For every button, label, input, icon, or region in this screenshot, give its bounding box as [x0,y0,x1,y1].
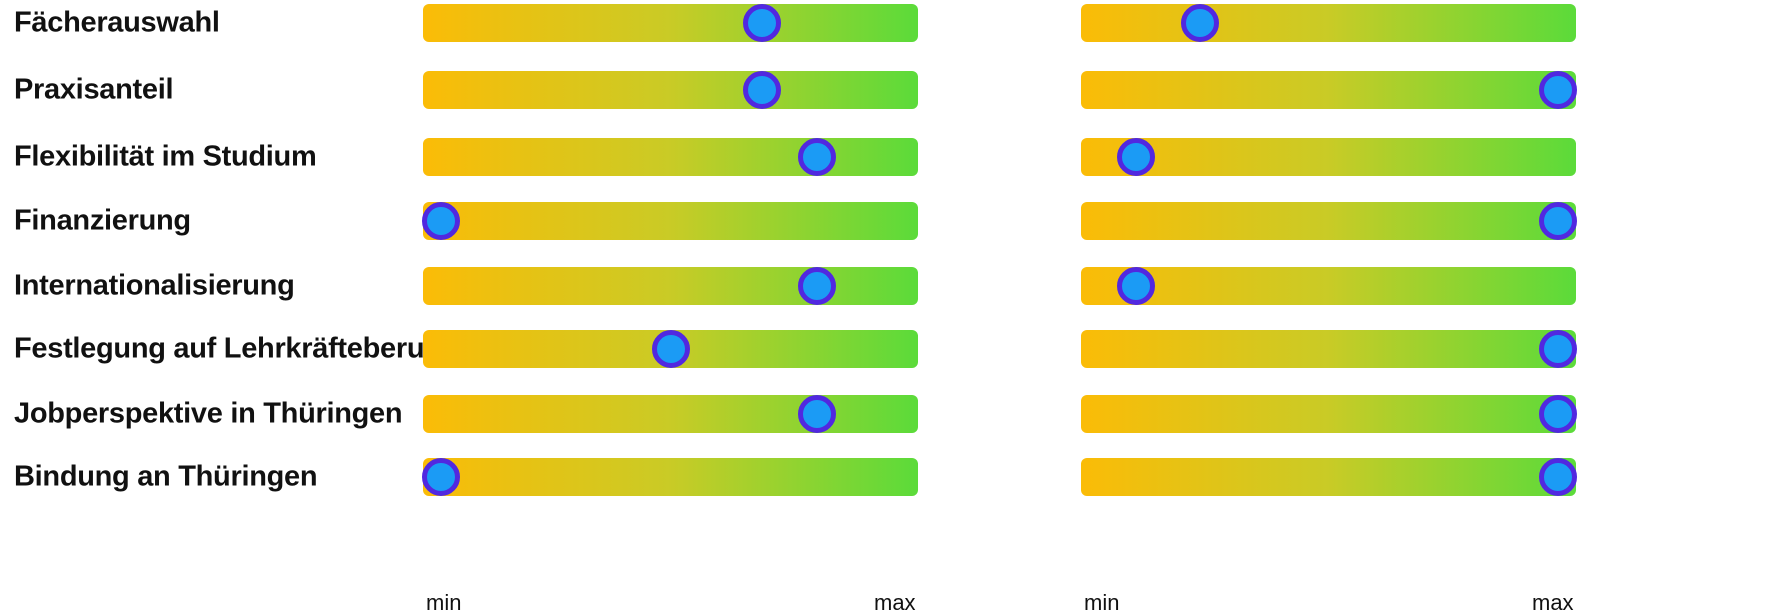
slider-track [1081,4,1576,42]
slider-track [423,202,918,240]
value-marker [798,267,837,305]
value-marker [1539,458,1577,496]
criterion-label: Praxisanteil [14,73,174,106]
slider-track [1081,267,1576,305]
slider-track [423,267,918,305]
slider-track [423,458,918,496]
slider-track [1081,202,1576,240]
criterion-label: Finanzierung [14,204,191,237]
value-marker [1539,330,1577,368]
axis-max-label: max [1532,590,1574,615]
value-marker [1116,138,1155,176]
slider-track [423,138,918,176]
axis-max-label: max [874,590,916,615]
axis-min-label: min [1084,590,1120,615]
slider-track [1081,330,1576,368]
slider-track [423,395,918,433]
slider-track [1081,395,1576,433]
slider-track [1081,458,1576,496]
criterion-label: Bindung an Thüringen [14,460,318,493]
value-marker [651,330,690,368]
criterion-label: Festlegung auf Lehrkräfteberuf [14,332,434,365]
value-marker [1539,202,1577,240]
value-marker [422,202,460,240]
slider-track [423,71,918,109]
axis-min-label: min [426,590,462,615]
value-marker [798,138,837,176]
criterion-label: Flexibilität im Studium [14,140,317,173]
value-marker [1539,395,1577,433]
criterion-label: Jobperspektive in Thüringen [14,397,403,430]
value-marker [743,71,782,109]
value-marker [422,458,460,496]
criterion-label: Internationalisierung [14,269,295,302]
slider-track [1081,71,1576,109]
slider-track [1081,138,1576,176]
value-marker [798,395,837,433]
value-marker [1539,71,1577,109]
value-marker [1180,4,1219,42]
value-marker [743,4,782,42]
slider-track [423,4,918,42]
criterion-label: Fächerauswahl [14,6,220,39]
value-marker [1116,267,1155,305]
